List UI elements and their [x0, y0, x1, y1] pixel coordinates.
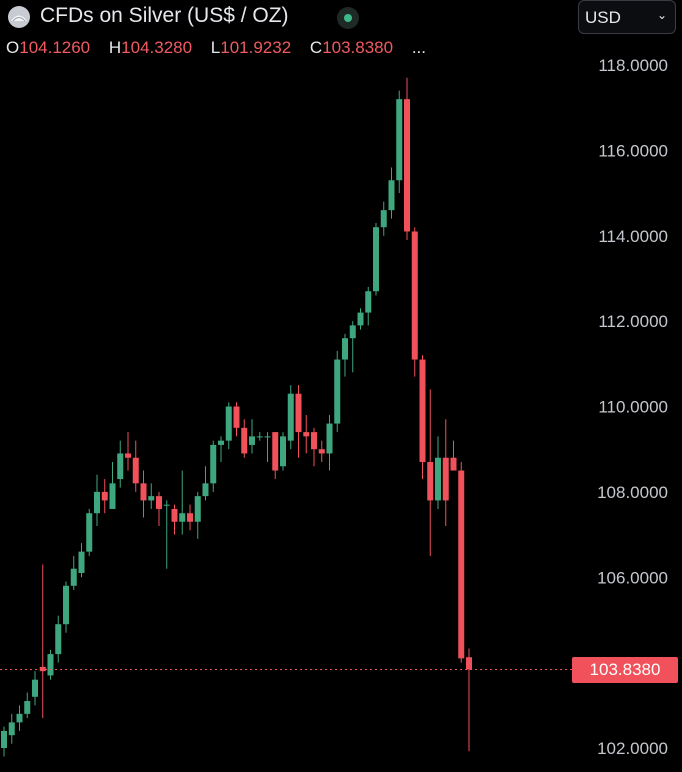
open-label: O [6, 38, 20, 57]
price-tick-label: 116.0000 [598, 141, 668, 160]
high-label: H [108, 38, 122, 57]
candle-body[interactable] [24, 701, 31, 714]
candle-body[interactable] [148, 496, 155, 501]
candle-body[interactable] [171, 508, 178, 522]
candle-body[interactable] [256, 436, 263, 438]
candle-body[interactable] [318, 449, 325, 454]
price-tick-label: 118.0000 [598, 56, 668, 75]
candle-body[interactable] [404, 99, 410, 232]
candle-body[interactable] [70, 568, 77, 586]
candle-body[interactable] [140, 483, 147, 501]
candles-layer [1, 77, 472, 757]
open-value: 104.1260 [19, 38, 91, 57]
candle-body[interactable] [78, 551, 85, 573]
price-tick-label: 114.0000 [598, 227, 668, 246]
candle-body[interactable] [326, 423, 333, 454]
price-tick-label: 112.0000 [598, 312, 668, 331]
price-tick-label: 110.0000 [598, 398, 668, 417]
currency-value: USD [585, 8, 621, 27]
candle-body[interactable] [357, 312, 364, 326]
candle-body[interactable] [101, 491, 108, 501]
candle-body[interactable] [109, 483, 116, 509]
candle-body[interactable] [47, 654, 54, 676]
candle-body[interactable] [264, 436, 271, 438]
candle-body[interactable] [117, 453, 124, 480]
candle-body[interactable] [218, 440, 224, 445]
candle-body[interactable] [63, 585, 69, 625]
more-button[interactable]: ... [411, 38, 426, 57]
candle-body[interactable] [435, 457, 441, 501]
last-price-label: 103.8380 [572, 657, 678, 683]
candle-body[interactable] [225, 406, 232, 441]
candle-body[interactable] [233, 406, 240, 428]
high-value: 104.3280 [121, 38, 193, 57]
candle-body[interactable] [287, 393, 294, 441]
candle-body[interactable] [442, 457, 449, 501]
candle-body[interactable] [16, 713, 23, 723]
candle-body[interactable] [8, 722, 15, 736]
candle-body[interactable] [163, 504, 170, 506]
candle-body[interactable] [94, 491, 100, 514]
candle-body[interactable] [303, 432, 310, 437]
candle-body[interactable] [187, 513, 193, 522]
candle-body[interactable] [388, 180, 395, 211]
candle-body[interactable] [396, 99, 403, 181]
low-value: 101.9232 [220, 38, 292, 57]
instrument-title[interactable]: CFDs on Silver (US$ / OZ) [40, 4, 289, 27]
candle-body[interactable] [365, 291, 372, 313]
candle-body[interactable] [272, 432, 279, 471]
price-axis: 118.0000 116.0000 114.0000 112.0000 110.0000… [597, 56, 668, 758]
silver-logo-icon [8, 6, 30, 28]
candle-body[interactable] [411, 231, 418, 360]
candle-body[interactable] [55, 624, 62, 655]
price-tick-label: 102.0000 [597, 739, 668, 758]
candle-body[interactable] [194, 496, 201, 522]
candle-body[interactable] [132, 457, 139, 484]
candle-body[interactable] [349, 325, 356, 339]
chart-header: CFDs on Silver (US$ / OZ) USD ⌄ O104.126… [0, 0, 682, 60]
candle-body[interactable] [466, 657, 472, 670]
ohlc-legend: O104.1260 H104.3280 L101.9232 C103.8380 … [6, 38, 426, 58]
candle-body[interactable] [342, 338, 348, 360]
candle-body[interactable] [125, 453, 131, 458]
currency-select[interactable]: USD ⌄ [578, 0, 676, 34]
candle-body[interactable] [458, 470, 465, 659]
candle-body[interactable] [39, 666, 46, 672]
candle-body[interactable] [295, 393, 302, 433]
candle-body[interactable] [1, 730, 7, 748]
low-label: L [210, 38, 221, 57]
candle-body[interactable] [32, 679, 38, 697]
candle-body[interactable] [280, 436, 286, 467]
market-status-icon[interactable] [337, 7, 359, 29]
price-tick-label: 108.0000 [597, 483, 668, 502]
candle-body[interactable] [156, 496, 162, 509]
chevron-down-icon: ⌄ [656, 8, 667, 22]
candle-body[interactable] [86, 513, 93, 552]
candle-body[interactable] [241, 427, 248, 454]
candle-body[interactable] [311, 432, 317, 450]
close-value: 103.8380 [322, 38, 394, 57]
candle-body[interactable] [202, 483, 209, 497]
candle-body[interactable] [419, 359, 426, 462]
candle-body[interactable] [427, 461, 434, 501]
candle-body[interactable] [334, 359, 341, 424]
candle-body[interactable] [249, 436, 255, 445]
price-tick-label: 106.0000 [597, 568, 668, 587]
candle-body[interactable] [210, 444, 217, 484]
candle-body[interactable] [380, 210, 387, 228]
candle-body[interactable] [450, 457, 457, 471]
candle-body[interactable] [179, 513, 186, 522]
candle-body[interactable] [373, 227, 379, 292]
close-label: C [309, 38, 323, 57]
